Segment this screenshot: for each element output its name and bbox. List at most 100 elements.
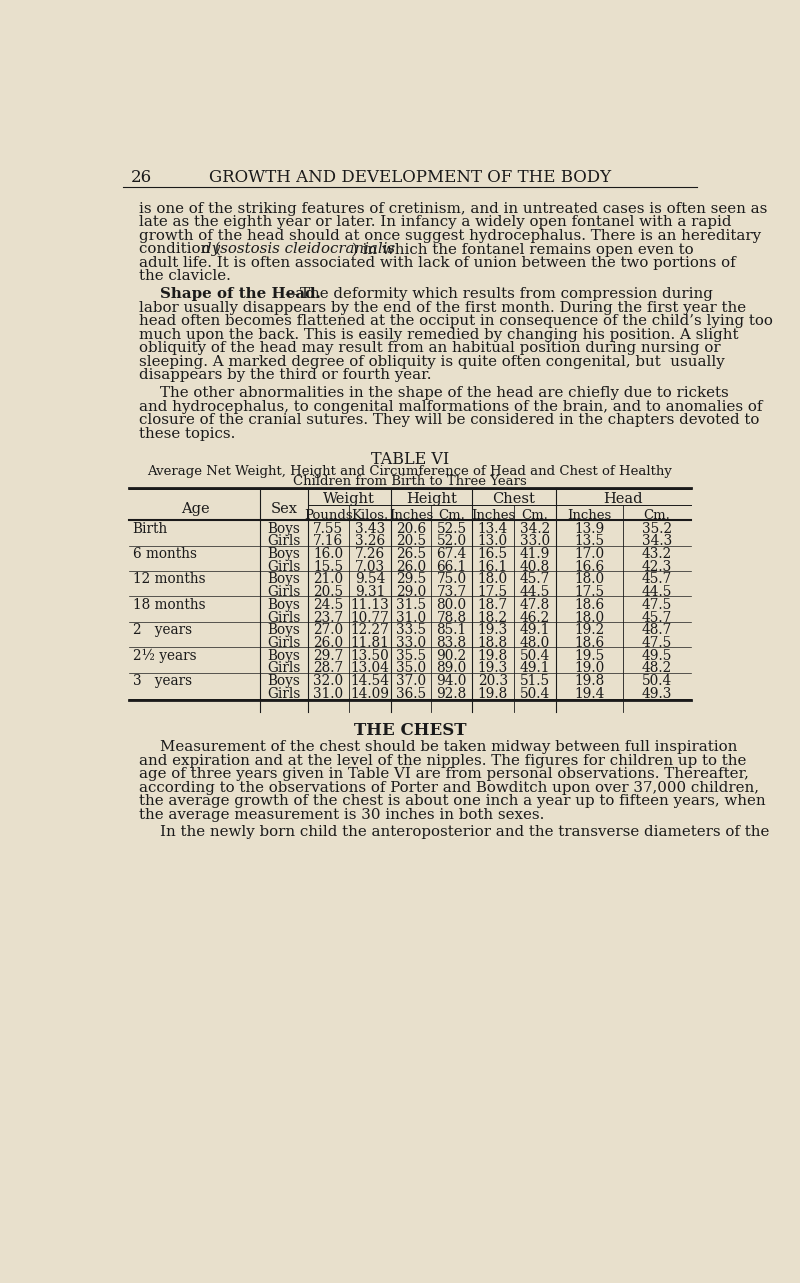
Text: 50.4: 50.4	[520, 686, 550, 701]
Text: 45.7: 45.7	[642, 611, 672, 625]
Text: Inches: Inches	[567, 508, 611, 522]
Text: THE CHEST: THE CHEST	[354, 722, 466, 739]
Text: 83.8: 83.8	[437, 636, 466, 650]
Text: ) in which the fontanel remains open even to: ) in which the fontanel remains open eve…	[352, 242, 694, 257]
Text: The other abnormalities in the shape of the head are chiefly due to rickets: The other abnormalities in the shape of …	[161, 386, 730, 400]
Text: 52.5: 52.5	[437, 522, 466, 535]
Text: and expiration and at the level of the nipples. The figures for children up to t: and expiration and at the level of the n…	[138, 754, 746, 767]
Text: 73.7: 73.7	[437, 585, 466, 599]
Text: 7.55: 7.55	[314, 522, 343, 535]
Text: Boys: Boys	[268, 674, 301, 688]
Text: 18.2: 18.2	[478, 611, 508, 625]
Text: 44.5: 44.5	[642, 585, 672, 599]
Text: Head: Head	[603, 493, 643, 507]
Text: 24.5: 24.5	[314, 598, 343, 612]
Text: 20.5: 20.5	[314, 585, 343, 599]
Text: 13.0: 13.0	[478, 534, 508, 548]
Text: 45.7: 45.7	[520, 572, 550, 586]
Text: Age: Age	[181, 503, 210, 516]
Text: 31.0: 31.0	[314, 686, 343, 701]
Text: 46.2: 46.2	[520, 611, 550, 625]
Text: 42.3: 42.3	[642, 559, 672, 574]
Text: 75.0: 75.0	[437, 572, 466, 586]
Text: sleeping. A marked degree of obliquity is quite often congenital, but  usually: sleeping. A marked degree of obliquity i…	[138, 354, 725, 368]
Text: 33.5: 33.5	[396, 624, 426, 638]
Text: 19.2: 19.2	[574, 624, 605, 638]
Text: Boys: Boys	[268, 649, 301, 663]
Text: 18.0: 18.0	[574, 611, 605, 625]
Text: 17.5: 17.5	[478, 585, 508, 599]
Text: 34.3: 34.3	[642, 534, 672, 548]
Text: dysostosis cleidocranialis: dysostosis cleidocranialis	[202, 242, 395, 257]
Text: is one of the striking features of cretinism, and in untreated cases is often se: is one of the striking features of creti…	[138, 201, 767, 216]
Text: 20.3: 20.3	[478, 674, 508, 688]
Text: 18.6: 18.6	[574, 636, 605, 650]
Text: Average Net Weight, Height and Circumference of Head and Chest of Healthy: Average Net Weight, Height and Circumfer…	[147, 464, 673, 477]
Text: 28.7: 28.7	[314, 662, 343, 675]
Text: according to the observations of Porter and Bowditch upon over 37,000 children,: according to the observations of Porter …	[138, 781, 758, 794]
Text: 44.5: 44.5	[519, 585, 550, 599]
Text: 19.0: 19.0	[574, 662, 605, 675]
Text: Measurement of the chest should be taken midway between full inspiration: Measurement of the chest should be taken…	[161, 740, 738, 754]
Text: 2½ years: 2½ years	[133, 649, 196, 663]
Text: Height: Height	[406, 493, 457, 507]
Text: 33.0: 33.0	[396, 636, 426, 650]
Text: 94.0: 94.0	[437, 674, 467, 688]
Text: 18.8: 18.8	[478, 636, 508, 650]
Text: 18.0: 18.0	[574, 572, 605, 586]
Text: 16.5: 16.5	[478, 547, 508, 561]
Text: 18.0: 18.0	[478, 572, 508, 586]
Text: 40.8: 40.8	[520, 559, 550, 574]
Text: 31.0: 31.0	[396, 611, 426, 625]
Text: 49.5: 49.5	[642, 649, 672, 663]
Text: Shape of the Head.: Shape of the Head.	[161, 287, 322, 302]
Text: 12.27: 12.27	[350, 624, 390, 638]
Text: 18.6: 18.6	[574, 598, 605, 612]
Text: Chest: Chest	[493, 493, 535, 507]
Text: 13.9: 13.9	[574, 522, 605, 535]
Text: Inches: Inches	[470, 508, 515, 522]
Text: 89.0: 89.0	[437, 662, 466, 675]
Text: 51.5: 51.5	[520, 674, 550, 688]
Text: 11.13: 11.13	[350, 598, 390, 612]
Text: 23.7: 23.7	[314, 611, 343, 625]
Text: 7.26: 7.26	[355, 547, 385, 561]
Text: Cm.: Cm.	[438, 508, 465, 522]
Text: Weight: Weight	[323, 493, 375, 507]
Text: 27.0: 27.0	[314, 624, 343, 638]
Text: 19.3: 19.3	[478, 662, 508, 675]
Text: 33.0: 33.0	[520, 534, 550, 548]
Text: 35.5: 35.5	[396, 649, 426, 663]
Text: Cm.: Cm.	[643, 508, 670, 522]
Text: TABLE VI: TABLE VI	[371, 450, 449, 468]
Text: 9.54: 9.54	[354, 572, 385, 586]
Text: 35.0: 35.0	[396, 662, 426, 675]
Text: 26.0: 26.0	[396, 559, 426, 574]
Text: the average measurement is 30 inches in both sexes.: the average measurement is 30 inches in …	[138, 808, 544, 821]
Text: 43.2: 43.2	[642, 547, 672, 561]
Text: 3   years: 3 years	[133, 674, 192, 688]
Text: 32.0: 32.0	[314, 674, 343, 688]
Text: 9.31: 9.31	[354, 585, 385, 599]
Text: Boys: Boys	[268, 572, 301, 586]
Text: 14.09: 14.09	[350, 686, 390, 701]
Text: In the newly born child the anteroposterior and the transverse diameters of the: In the newly born child the anteroposter…	[161, 825, 770, 839]
Text: 7.03: 7.03	[355, 559, 385, 574]
Text: 29.0: 29.0	[396, 585, 426, 599]
Text: 67.4: 67.4	[437, 547, 466, 561]
Text: 16.6: 16.6	[574, 559, 605, 574]
Text: 6 months: 6 months	[133, 547, 197, 561]
Text: 29.7: 29.7	[314, 649, 343, 663]
Text: 52.0: 52.0	[437, 534, 466, 548]
Text: Pounds: Pounds	[304, 508, 353, 522]
Text: disappears by the third or fourth year.: disappears by the third or fourth year.	[138, 368, 431, 382]
Text: the average growth of the chest is about one inch a year up to fifteen years, wh: the average growth of the chest is about…	[138, 794, 766, 808]
Text: Girls: Girls	[267, 559, 301, 574]
Text: 78.8: 78.8	[437, 611, 466, 625]
Text: obliquity of the head may result from an habitual position during nursing or: obliquity of the head may result from an…	[138, 341, 720, 355]
Text: 11.81: 11.81	[350, 636, 390, 650]
Text: Boys: Boys	[268, 598, 301, 612]
Text: 48.2: 48.2	[642, 662, 672, 675]
Text: 34.2: 34.2	[520, 522, 550, 535]
Text: 13.50: 13.50	[350, 649, 390, 663]
